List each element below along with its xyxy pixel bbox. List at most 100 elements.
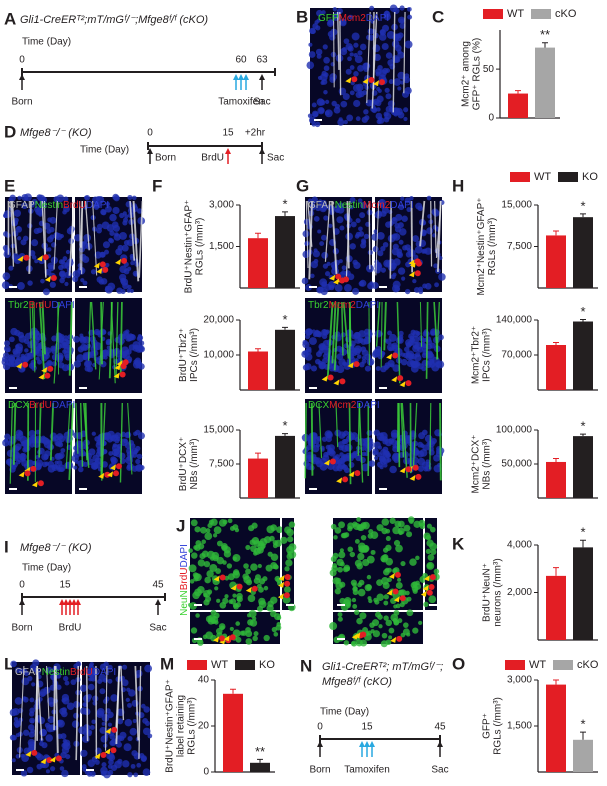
legend-swatch: [531, 9, 551, 19]
nucleus: [315, 48, 323, 56]
nucleus: [371, 107, 378, 114]
nucleus: [378, 331, 383, 336]
nucleus: [340, 18, 347, 26]
nucleus: [101, 221, 110, 230]
scale-bar: [86, 769, 94, 771]
nucleus: [310, 273, 315, 279]
nucleus: [356, 617, 363, 625]
nucleus: [329, 622, 338, 631]
nucleus: [372, 450, 378, 456]
labeled-cell: [415, 473, 422, 480]
micrograph: [301, 399, 376, 494]
arrowhead: [98, 472, 105, 479]
nucleus: [301, 277, 309, 285]
nucleus: [426, 523, 432, 529]
labeled-cell: [394, 571, 401, 578]
nucleus: [359, 212, 366, 219]
nucleus: [308, 116, 317, 124]
nucleus: [12, 348, 19, 355]
nucleus: [324, 271, 331, 277]
time-tick: 63: [256, 55, 268, 66]
arrowhead: [16, 362, 23, 369]
nucleus: [62, 741, 70, 748]
nucleus: [36, 359, 43, 365]
nucleus: [273, 564, 279, 570]
nucleus: [438, 273, 446, 281]
nucleus: [347, 56, 352, 62]
nucleus: [433, 568, 440, 575]
nucleus: [383, 600, 389, 606]
process: [437, 200, 442, 272]
y-tick-label: 7,500: [209, 459, 234, 470]
nucleus: [126, 335, 132, 341]
error-bar: [553, 458, 559, 462]
nucleus: [256, 583, 262, 589]
nucleus: [397, 16, 406, 24]
nucleus: [15, 733, 20, 738]
nucleus: [352, 604, 358, 609]
nucleus: [377, 461, 384, 468]
nucleus: [347, 526, 353, 532]
labeled-cell: [414, 258, 421, 265]
process: [65, 402, 71, 469]
nucleus: [382, 24, 390, 32]
nucleus: [392, 618, 398, 623]
legend-swatch: [483, 9, 503, 19]
nucleus: [223, 550, 232, 558]
nucleus: [316, 9, 323, 17]
process: [11, 200, 18, 254]
error-bar: [553, 567, 559, 576]
arrowhead: [109, 464, 116, 471]
arrowhead: [321, 375, 328, 382]
arrowhead: [96, 267, 103, 274]
time-tick: 45: [434, 722, 446, 733]
labeled-cell: [284, 573, 291, 580]
arrowhead: [36, 255, 43, 262]
nucleus: [95, 709, 104, 718]
y-axis-label: BrdU⁺Nestin⁺GFAP⁺: [184, 200, 195, 294]
legend-label: WT: [529, 659, 546, 671]
event-arrowhead: [243, 74, 249, 80]
nucleus: [382, 554, 389, 561]
nucleus: [114, 432, 122, 439]
nucleus: [53, 232, 60, 238]
event-label: Tamoxifen: [344, 765, 390, 776]
arrowhead: [408, 259, 415, 266]
nucleus: [385, 619, 393, 627]
nucleus: [14, 443, 22, 451]
nucleus: [357, 552, 365, 561]
nucleus: [21, 457, 26, 462]
process: [366, 11, 371, 104]
event-arrowhead: [359, 741, 365, 747]
genotype: Mfge8⁻/⁻ (KO): [20, 542, 92, 554]
nucleus: [317, 286, 324, 293]
event-arrowhead: [364, 741, 370, 747]
nucleus: [415, 555, 420, 561]
nucleus: [426, 195, 432, 201]
time-tick: 0: [317, 722, 323, 733]
nucleus: [398, 204, 405, 211]
bar: [546, 345, 566, 390]
nucleus: [372, 619, 380, 627]
nucleus: [92, 695, 99, 702]
arrowhead: [94, 753, 101, 760]
nucleus: [354, 331, 361, 339]
nucleus: [99, 688, 106, 695]
nucleus: [343, 119, 348, 125]
nucleus: [361, 451, 367, 457]
nucleus: [363, 336, 372, 345]
nucleus: [100, 208, 107, 215]
nucleus: [392, 272, 397, 277]
nucleus: [397, 577, 402, 582]
process: [371, 11, 378, 109]
nucleus: [28, 731, 35, 738]
nucleus: [205, 615, 213, 623]
channel-name: BrdU: [70, 667, 93, 678]
nucleus: [136, 453, 143, 460]
time-tick: 0: [147, 128, 153, 139]
nucleus: [4, 340, 11, 347]
channel-label: Tbr2BrdUDAPI: [8, 300, 75, 311]
event-arrowhead: [59, 599, 65, 605]
nucleus: [400, 196, 405, 201]
nucleus: [93, 204, 100, 210]
